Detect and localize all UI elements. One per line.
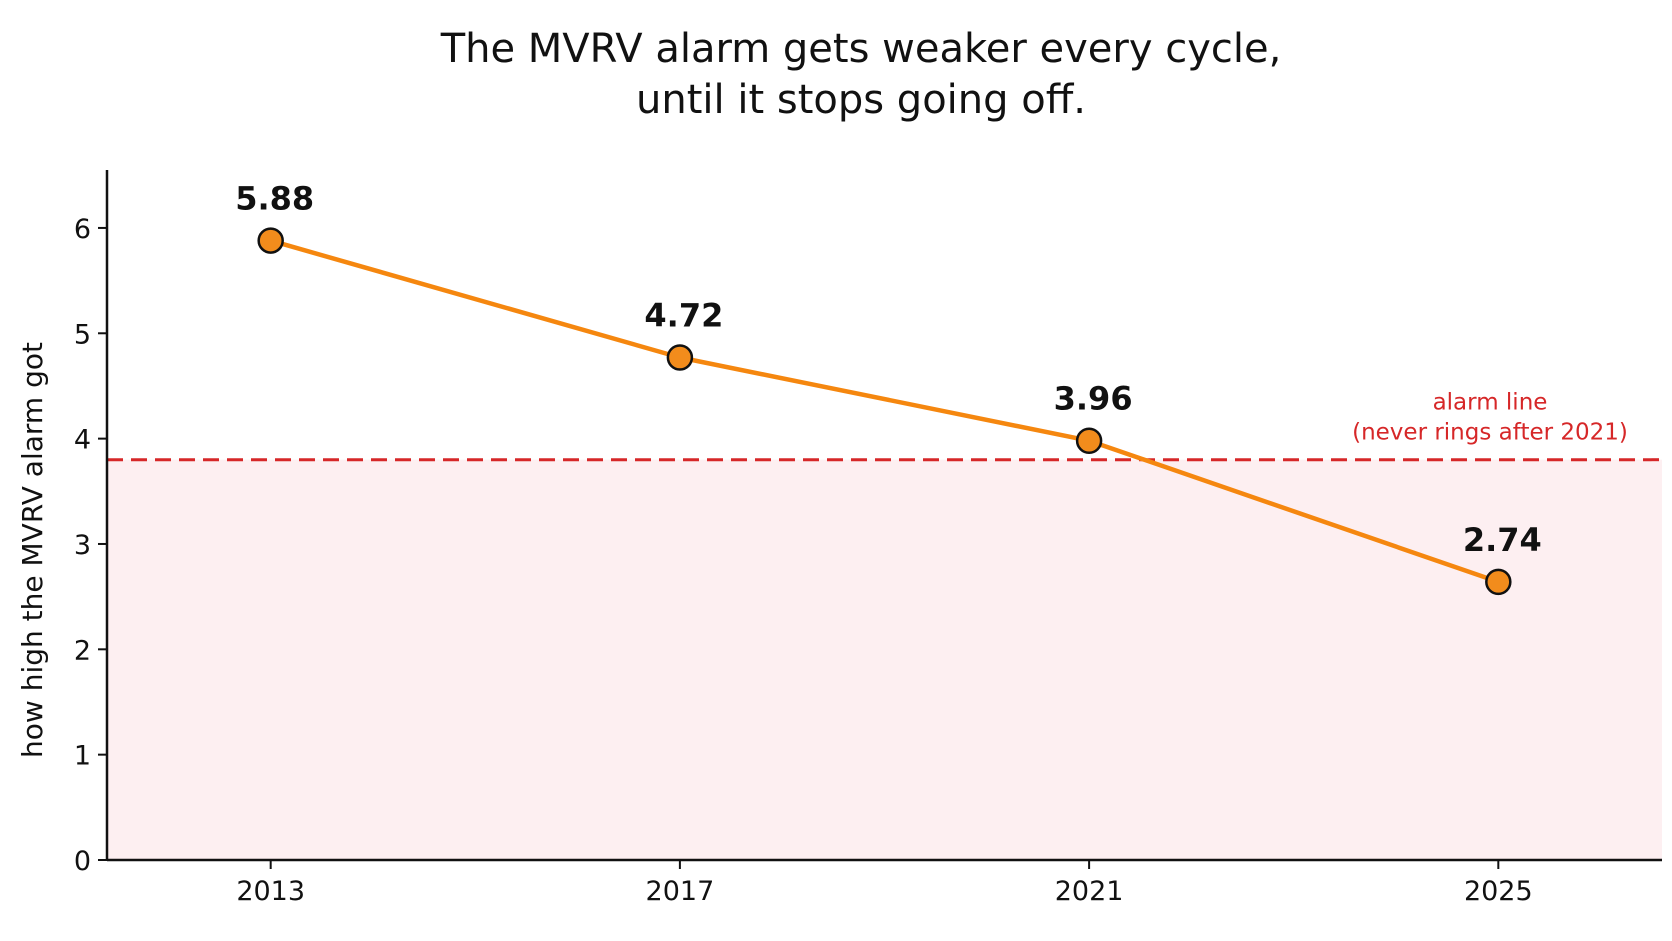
data-label: 3.96 [1054, 380, 1133, 418]
y-axis-label: how high the MVRV alarm got [16, 342, 49, 758]
chart-title-line-2: until it stops going off. [636, 77, 1086, 123]
data-label: 4.72 [644, 297, 723, 335]
y-tick-label: 2 [74, 635, 91, 666]
x-tick-label: 2025 [1464, 876, 1533, 907]
alarm-line-label: alarm line (never rings after 2021) [1352, 390, 1628, 446]
chart-title: The MVRV alarm gets weaker every cycle, … [440, 26, 1282, 123]
plot-area: 0 1 2 3 4 5 6 2013 2017 2021 2025 5.88 4.72 3.96 2.74 [74, 170, 1662, 907]
x-tick-label: 2021 [1055, 876, 1124, 907]
data-point [666, 344, 694, 371]
data-point [1485, 568, 1512, 596]
y-tick-label: 4 [74, 425, 91, 456]
chart-title-line-1: The MVRV alarm gets weaker every cycle, [440, 26, 1282, 72]
data-label: 5.88 [235, 180, 314, 218]
x-tick-label: 2013 [236, 876, 305, 907]
y-tick-label: 3 [74, 530, 91, 561]
y-tick-label: 1 [74, 741, 91, 772]
y-tick-label: 0 [74, 846, 91, 877]
alarm-line-label-line-1: alarm line [1433, 390, 1548, 416]
series-line [268, 238, 1501, 585]
y-tick-label: 6 [74, 214, 91, 245]
x-tick-label: 2017 [646, 876, 715, 907]
y-tick-label: 5 [74, 319, 91, 350]
data-point [1075, 427, 1103, 454]
alarm-line-label-line-2: (never rings after 2021) [1352, 420, 1628, 446]
data-label: 2.74 [1463, 521, 1542, 559]
alarm-zone-shading [107, 459, 1662, 860]
data-point [257, 227, 284, 254]
